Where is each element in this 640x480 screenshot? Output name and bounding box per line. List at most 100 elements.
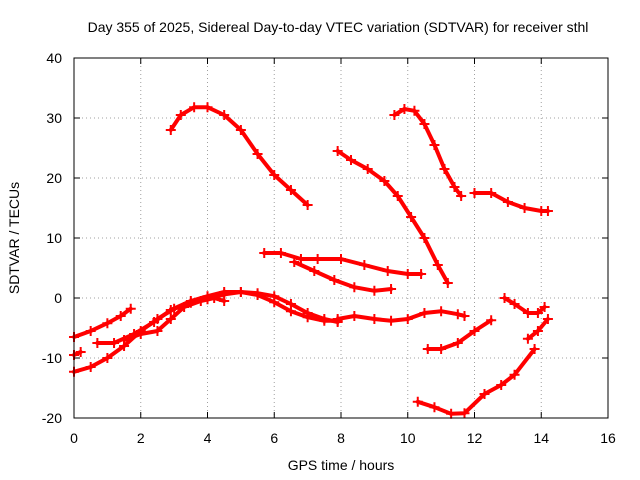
data-point: [509, 369, 520, 380]
data-point: [269, 291, 280, 302]
x-tick-label: 10: [400, 430, 416, 446]
series-arc-3: [392, 107, 464, 198]
x-tick-label: 4: [204, 430, 212, 446]
data-point: [195, 296, 206, 306]
data-point: [459, 408, 470, 419]
data-point: [459, 311, 470, 321]
data-point: [119, 335, 130, 345]
data-point: [252, 149, 263, 159]
data-point: [392, 191, 403, 201]
data-point: [522, 333, 533, 344]
data-point: [85, 326, 96, 336]
series-arc-1: [168, 105, 310, 207]
data-point: [529, 344, 540, 354]
x-tick-label: 0: [70, 430, 78, 446]
data-point: [406, 212, 417, 222]
series-arc-13: [425, 318, 494, 351]
grid-lines: [74, 58, 608, 418]
data-point: [446, 408, 457, 419]
y-tick-label: 0: [54, 290, 62, 306]
data-point: [295, 254, 306, 264]
data-point: [429, 140, 440, 150]
data-point: [312, 254, 323, 264]
data-point: [416, 269, 427, 279]
data-point: [502, 197, 513, 207]
data-point: [539, 302, 550, 312]
data-point: [302, 200, 313, 210]
x-tick-label: 12: [467, 430, 483, 446]
data-point: [332, 146, 343, 156]
data-point: [412, 396, 423, 407]
data-point: [386, 315, 397, 326]
data-point: [285, 185, 296, 195]
data-point: [275, 248, 286, 258]
data-point: [452, 338, 463, 348]
data-point: [386, 284, 397, 294]
data-point: [452, 309, 463, 320]
data-point: [542, 314, 553, 324]
data-series: [69, 102, 553, 419]
data-point: [165, 314, 176, 324]
data-point: [419, 308, 430, 318]
x-tick-label: 6: [270, 430, 278, 446]
data-point: [85, 362, 96, 372]
data-point: [509, 299, 520, 309]
data-point: [349, 311, 360, 321]
data-point: [235, 125, 246, 135]
data-point: [409, 105, 420, 116]
data-point: [102, 353, 113, 363]
data-point: [219, 110, 230, 120]
data-point: [252, 288, 263, 299]
data-point: [289, 257, 300, 267]
data-point: [219, 296, 230, 306]
data-point: [436, 344, 447, 354]
data-point: [362, 164, 373, 174]
data-point: [369, 285, 380, 296]
data-point: [125, 303, 136, 314]
data-point: [469, 188, 480, 198]
y-tick-label: 10: [46, 230, 62, 246]
series-arc-7: [72, 306, 133, 339]
data-point: [349, 282, 360, 293]
data-point: [499, 293, 510, 303]
data-point: [382, 266, 393, 276]
data-point: [389, 110, 400, 120]
y-tick-label: -10: [42, 350, 62, 366]
data-point: [92, 338, 103, 348]
data-point: [219, 287, 230, 297]
data-point: [285, 299, 296, 309]
data-point: [179, 302, 190, 312]
data-point: [149, 317, 160, 327]
data-point: [432, 260, 443, 270]
data-point: [109, 338, 120, 348]
data-point: [336, 254, 346, 264]
data-point: [189, 102, 200, 113]
chart-title: Day 355 of 2025, Sidereal Day-to-day VTE…: [88, 19, 589, 35]
data-point: [75, 347, 86, 357]
data-point: [319, 314, 330, 324]
y-tick-label: -20: [42, 410, 62, 426]
data-point: [519, 203, 530, 213]
data-point: [329, 275, 340, 285]
data-point: [165, 305, 176, 315]
data-point: [346, 155, 357, 165]
data-point: [259, 248, 270, 258]
data-point: [532, 308, 543, 318]
data-point: [419, 119, 430, 129]
x-axis-title: GPS time / hours: [288, 457, 395, 473]
data-point: [486, 315, 497, 326]
data-point: [496, 380, 507, 390]
data-point: [332, 314, 343, 324]
data-point: [135, 329, 146, 339]
data-point: [436, 306, 447, 317]
data-point: [429, 402, 440, 413]
x-tick-label: 8: [337, 430, 345, 446]
series-arc-15: [415, 347, 537, 416]
data-point: [479, 389, 490, 399]
data-point: [235, 287, 246, 297]
data-point: [442, 278, 453, 288]
data-point: [359, 260, 370, 270]
y-tick-label: 40: [46, 50, 62, 66]
